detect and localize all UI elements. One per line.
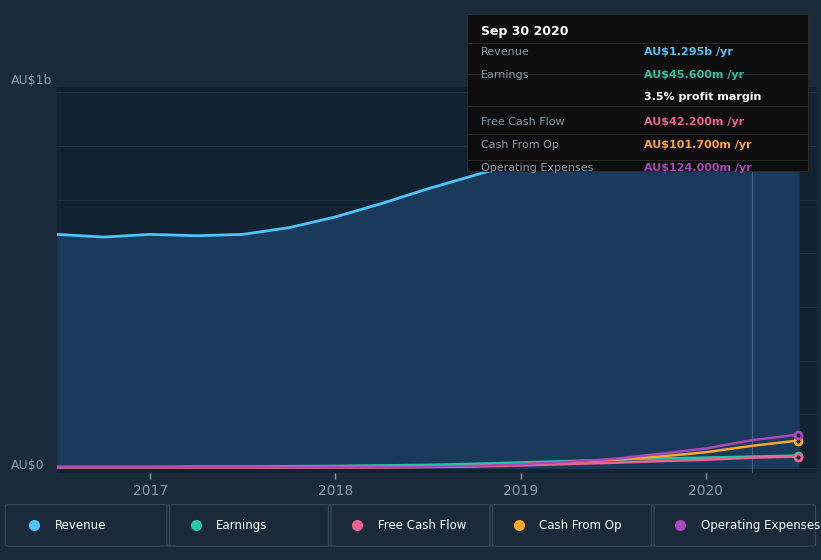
- Text: Operating Expenses: Operating Expenses: [481, 163, 593, 173]
- Text: AU$101.700m /yr: AU$101.700m /yr: [644, 140, 752, 150]
- Text: Free Cash Flow: Free Cash Flow: [481, 116, 564, 127]
- Text: AU$42.200m /yr: AU$42.200m /yr: [644, 116, 745, 127]
- Text: Operating Expenses: Operating Expenses: [700, 519, 820, 532]
- Text: AU$45.600m /yr: AU$45.600m /yr: [644, 70, 745, 80]
- Text: Sep 30 2020: Sep 30 2020: [481, 25, 568, 38]
- Text: Cash From Op: Cash From Op: [481, 140, 558, 150]
- Text: Earnings: Earnings: [481, 70, 530, 80]
- Text: AU$0: AU$0: [11, 459, 44, 473]
- Text: AU$1.295b /yr: AU$1.295b /yr: [644, 47, 733, 57]
- Text: Earnings: Earnings: [216, 519, 268, 532]
- Text: 3.5% profit margin: 3.5% profit margin: [644, 92, 762, 101]
- Text: Free Cash Flow: Free Cash Flow: [378, 519, 466, 532]
- Text: Cash From Op: Cash From Op: [539, 519, 621, 532]
- Text: AU$124.000m /yr: AU$124.000m /yr: [644, 163, 752, 173]
- Text: Revenue: Revenue: [55, 519, 106, 532]
- Text: AU$1b: AU$1b: [11, 74, 52, 87]
- Text: Revenue: Revenue: [481, 47, 530, 57]
